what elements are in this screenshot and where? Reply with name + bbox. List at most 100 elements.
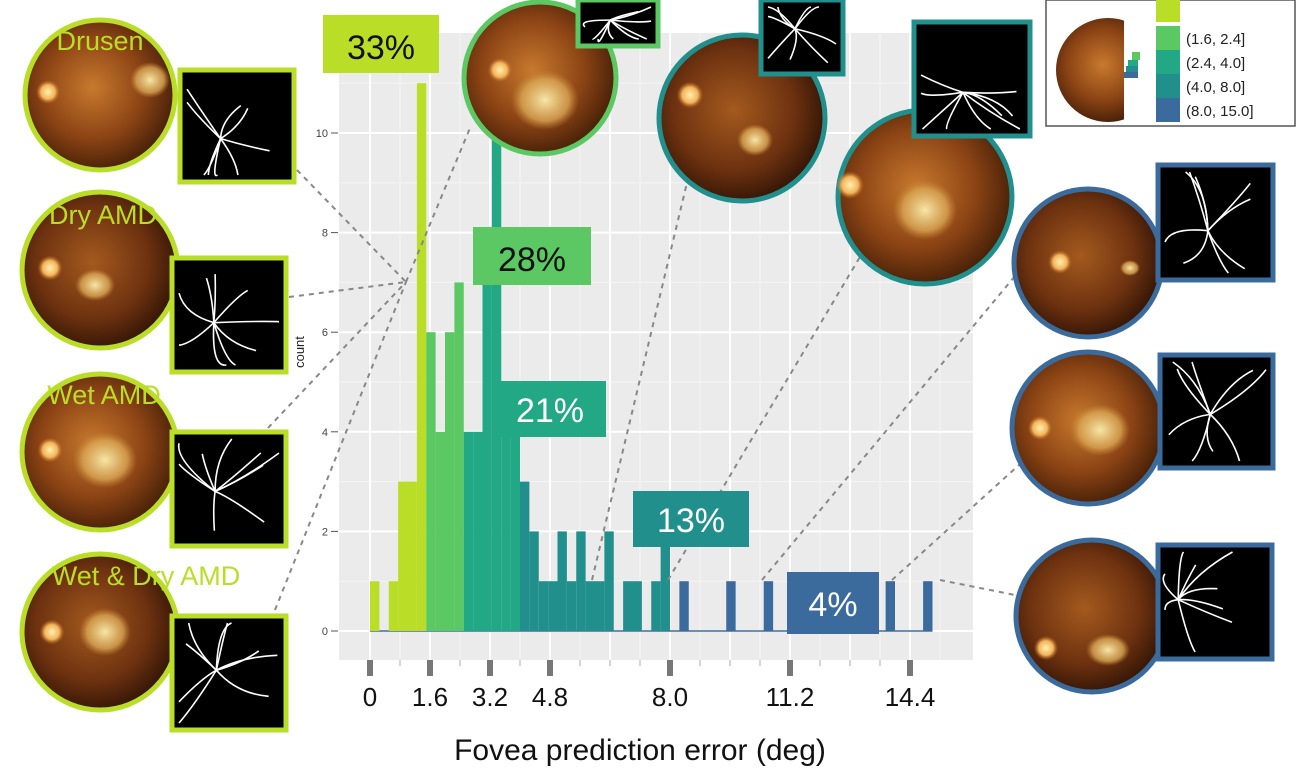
percent-box-21: 21% [494,381,606,437]
vmap-wet-amd [169,429,289,549]
optic-disc [676,81,704,109]
connector-lines [267,127,1031,611]
vessel-branch [920,74,964,94]
x-tick-label: 4.8 [532,682,568,712]
vessel-branch [794,28,829,64]
vessel-branch [1164,229,1208,243]
histogram-bar [604,531,614,631]
percent-box-4: 4% [787,572,879,634]
lesion [73,432,137,488]
legend: (1.6, 2.4] (2.4, 4.0] (4.0, 8.0] (8.0, 1… [1045,0,1296,127]
histogram-bar [632,581,642,631]
vessel-branch [1177,564,1197,601]
x-major-tick [547,660,553,676]
percent-label-21: 21% [516,392,584,430]
percent-label-13: 13% [657,502,725,540]
vmap-top-2 [758,0,846,77]
optic-disc [1027,415,1053,441]
vessel-branch [1209,369,1267,416]
legend-swatch-2 [1156,50,1180,74]
histogram-bar [923,581,933,631]
lesion [130,62,170,98]
vessel-branch [185,643,217,671]
vessel-branch [1194,176,1209,231]
vmap-right-1 [1155,162,1276,283]
vessel-map [169,255,289,375]
histogram-bar [482,282,492,631]
x-axis-tick-labels: 0 1.6 3.2 4.8 8.0 11.2 14.4 [363,682,936,712]
vessel-branch [1209,369,1254,415]
vessel-branch [597,19,612,43]
legend-label-1: (1.6, 2.4] [1186,31,1245,48]
vmap-right-3 [1155,542,1275,662]
label-wet-amd: Wet AMD [47,380,161,410]
y-tick-label: 10 [316,128,328,140]
x-major-tick [907,660,913,676]
vessel-branch [219,104,242,139]
vessel-branch [1188,171,1209,231]
optic-disc [487,57,513,83]
histogram-bar [885,581,895,631]
histogram-bar [679,581,689,631]
vessel-branch [213,322,257,352]
legend-label-3: (4.0, 8.0] [1186,79,1245,96]
vmap-wet-dry-amd [169,613,289,733]
fundus-wet-dry-amd [19,551,181,713]
vessel-branch [610,6,652,21]
histogram-bar [538,581,549,631]
lesion [1120,260,1140,276]
vessel-branch [1177,551,1185,600]
vessel-branch [214,490,265,523]
vessel-branch [794,27,837,45]
vmap-top-3 [911,19,1033,139]
vessel-branch [215,622,229,671]
y-axis-label: count [292,336,307,368]
y-tick-label: 8 [322,228,328,240]
vessel-map [1155,542,1275,662]
vessel-branch [212,322,227,366]
vessel-branch [1162,573,1179,601]
histogram-bar [557,531,567,631]
vessel-branch [214,138,222,177]
vessel-branch [922,91,964,130]
fundus-images [19,0,1276,733]
vessel-branch [220,137,270,152]
x-tick-label: 11.2 [766,682,815,712]
vessel-branch [178,322,215,347]
lesion [511,70,579,130]
vessel-branch [1191,361,1212,415]
fundus-right-2 [1009,349,1167,507]
vessel-branch [1207,230,1246,270]
x-tick-label: 8.0 [652,682,688,712]
histogram-bar [416,83,427,631]
connector-wet-dry-amd [274,281,407,611]
histogram-bar [388,581,399,631]
vessel-branch [178,669,217,703]
vessel-branch [186,101,222,140]
vmap-top-1 [575,0,661,49]
lesion [75,269,115,301]
optic-disc [39,619,65,645]
vessel-branch [1207,198,1251,232]
vessel-branch [962,90,1017,94]
optic-disc [836,171,864,199]
connector-fundus-8 [891,454,1031,581]
vessel-branch [178,463,216,493]
vessel-branch [215,669,269,698]
vessel-branch [216,650,260,671]
x-tick-label: 0 [363,682,377,712]
legend-swatch-lime [1156,0,1180,22]
vessel-map [575,0,661,49]
optic-disc [1048,250,1072,274]
percent-label-4: 4% [808,586,857,624]
connector-fundus-5 [591,169,691,581]
histogram-bar [501,431,511,631]
percent-box-33: 33% [323,15,439,73]
x-major-tick [427,660,433,676]
histogram-bar [510,382,520,631]
x-axis-label: Fovea prediction error (deg) [454,734,826,767]
fundus-right-3 [1013,537,1171,695]
vessel-branch [609,19,639,40]
vmap-right-2 [1157,352,1276,471]
vessel-map [169,613,289,733]
